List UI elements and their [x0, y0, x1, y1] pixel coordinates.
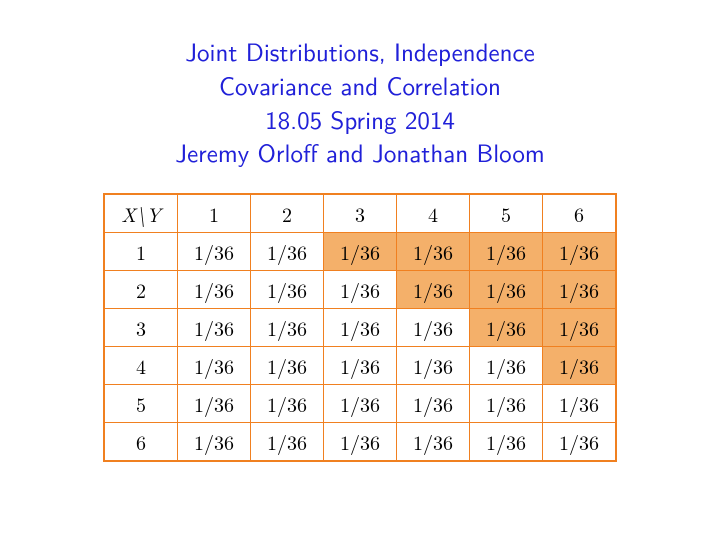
table-cell: 1/36: [251, 309, 324, 347]
col-header: 5: [470, 194, 543, 233]
table-cell: 1/36: [324, 309, 397, 347]
table-cell: 1/36: [470, 233, 543, 271]
table-cell: 1/36: [543, 385, 617, 423]
title-line-1: Joint Distributions, Independence: [175, 34, 544, 68]
table-cell: 1/36: [543, 347, 617, 385]
joint-distribution-table-wrap: X\Y 1 2 3 4 5 6 1 1/36 1/36 1/36 1/36 1/…: [103, 193, 617, 462]
joint-distribution-table: X\Y 1 2 3 4 5 6 1 1/36 1/36 1/36 1/36 1/…: [103, 193, 617, 462]
table-cell: 1/36: [397, 271, 470, 309]
table-row: 5 1/36 1/36 1/36 1/36 1/36 1/36: [104, 385, 616, 423]
title-block: Joint Distributions, Independence Covari…: [175, 34, 544, 169]
table-cell: 1/36: [543, 309, 617, 347]
table-cell: 1/36: [397, 347, 470, 385]
table-cell: 1/36: [251, 347, 324, 385]
table-cell: 1/36: [543, 271, 617, 309]
table-cell: 1/36: [470, 309, 543, 347]
table-cell: 1/36: [324, 347, 397, 385]
table-cell: 1/36: [178, 233, 251, 271]
col-header: 2: [251, 194, 324, 233]
corner-label: X\Y: [104, 194, 178, 233]
table-cell: 1/36: [178, 423, 251, 462]
table-cell: 1/36: [178, 385, 251, 423]
table-cell: 1/36: [251, 271, 324, 309]
title-line-3: 18.05 Spring 2014: [175, 102, 544, 136]
table-cell: 1/36: [397, 309, 470, 347]
table-cell: 1/36: [251, 233, 324, 271]
table-row: 3 1/36 1/36 1/36 1/36 1/36 1/36: [104, 309, 616, 347]
table-row: 2 1/36 1/36 1/36 1/36 1/36 1/36: [104, 271, 616, 309]
table-cell: 1/36: [178, 271, 251, 309]
row-header: 4: [104, 347, 178, 385]
row-header: 6: [104, 423, 178, 462]
table-cell: 1/36: [397, 233, 470, 271]
table-cell: 1/36: [178, 347, 251, 385]
table-row: 1 1/36 1/36 1/36 1/36 1/36 1/36: [104, 233, 616, 271]
col-header: 6: [543, 194, 617, 233]
row-header: 3: [104, 309, 178, 347]
col-header: 4: [397, 194, 470, 233]
table-cell: 1/36: [324, 385, 397, 423]
title-line-4: Jeremy Orloff and Jonathan Bloom: [175, 135, 544, 169]
table-cell: 1/36: [324, 423, 397, 462]
table-cell: 1/36: [178, 309, 251, 347]
table-cell: 1/36: [470, 347, 543, 385]
row-header: 1: [104, 233, 178, 271]
table-cell: 1/36: [324, 271, 397, 309]
table-cell: 1/36: [397, 423, 470, 462]
table-row: 4 1/36 1/36 1/36 1/36 1/36 1/36: [104, 347, 616, 385]
table-cell: 1/36: [397, 385, 470, 423]
title-line-2: Covariance and Correlation: [175, 68, 544, 102]
table-row: 6 1/36 1/36 1/36 1/36 1/36 1/36: [104, 423, 616, 462]
table-header-row: X\Y 1 2 3 4 5 6: [104, 194, 616, 233]
col-header: 1: [178, 194, 251, 233]
table-cell: 1/36: [543, 233, 617, 271]
table-cell: 1/36: [470, 385, 543, 423]
corner-text: X\Y: [121, 199, 161, 228]
table-cell: 1/36: [470, 271, 543, 309]
table-cell: 1/36: [324, 233, 397, 271]
table-cell: 1/36: [543, 423, 617, 462]
table-cell: 1/36: [470, 423, 543, 462]
col-header: 3: [324, 194, 397, 233]
table-cell: 1/36: [251, 423, 324, 462]
row-header: 2: [104, 271, 178, 309]
row-header: 5: [104, 385, 178, 423]
table-cell: 1/36: [251, 385, 324, 423]
